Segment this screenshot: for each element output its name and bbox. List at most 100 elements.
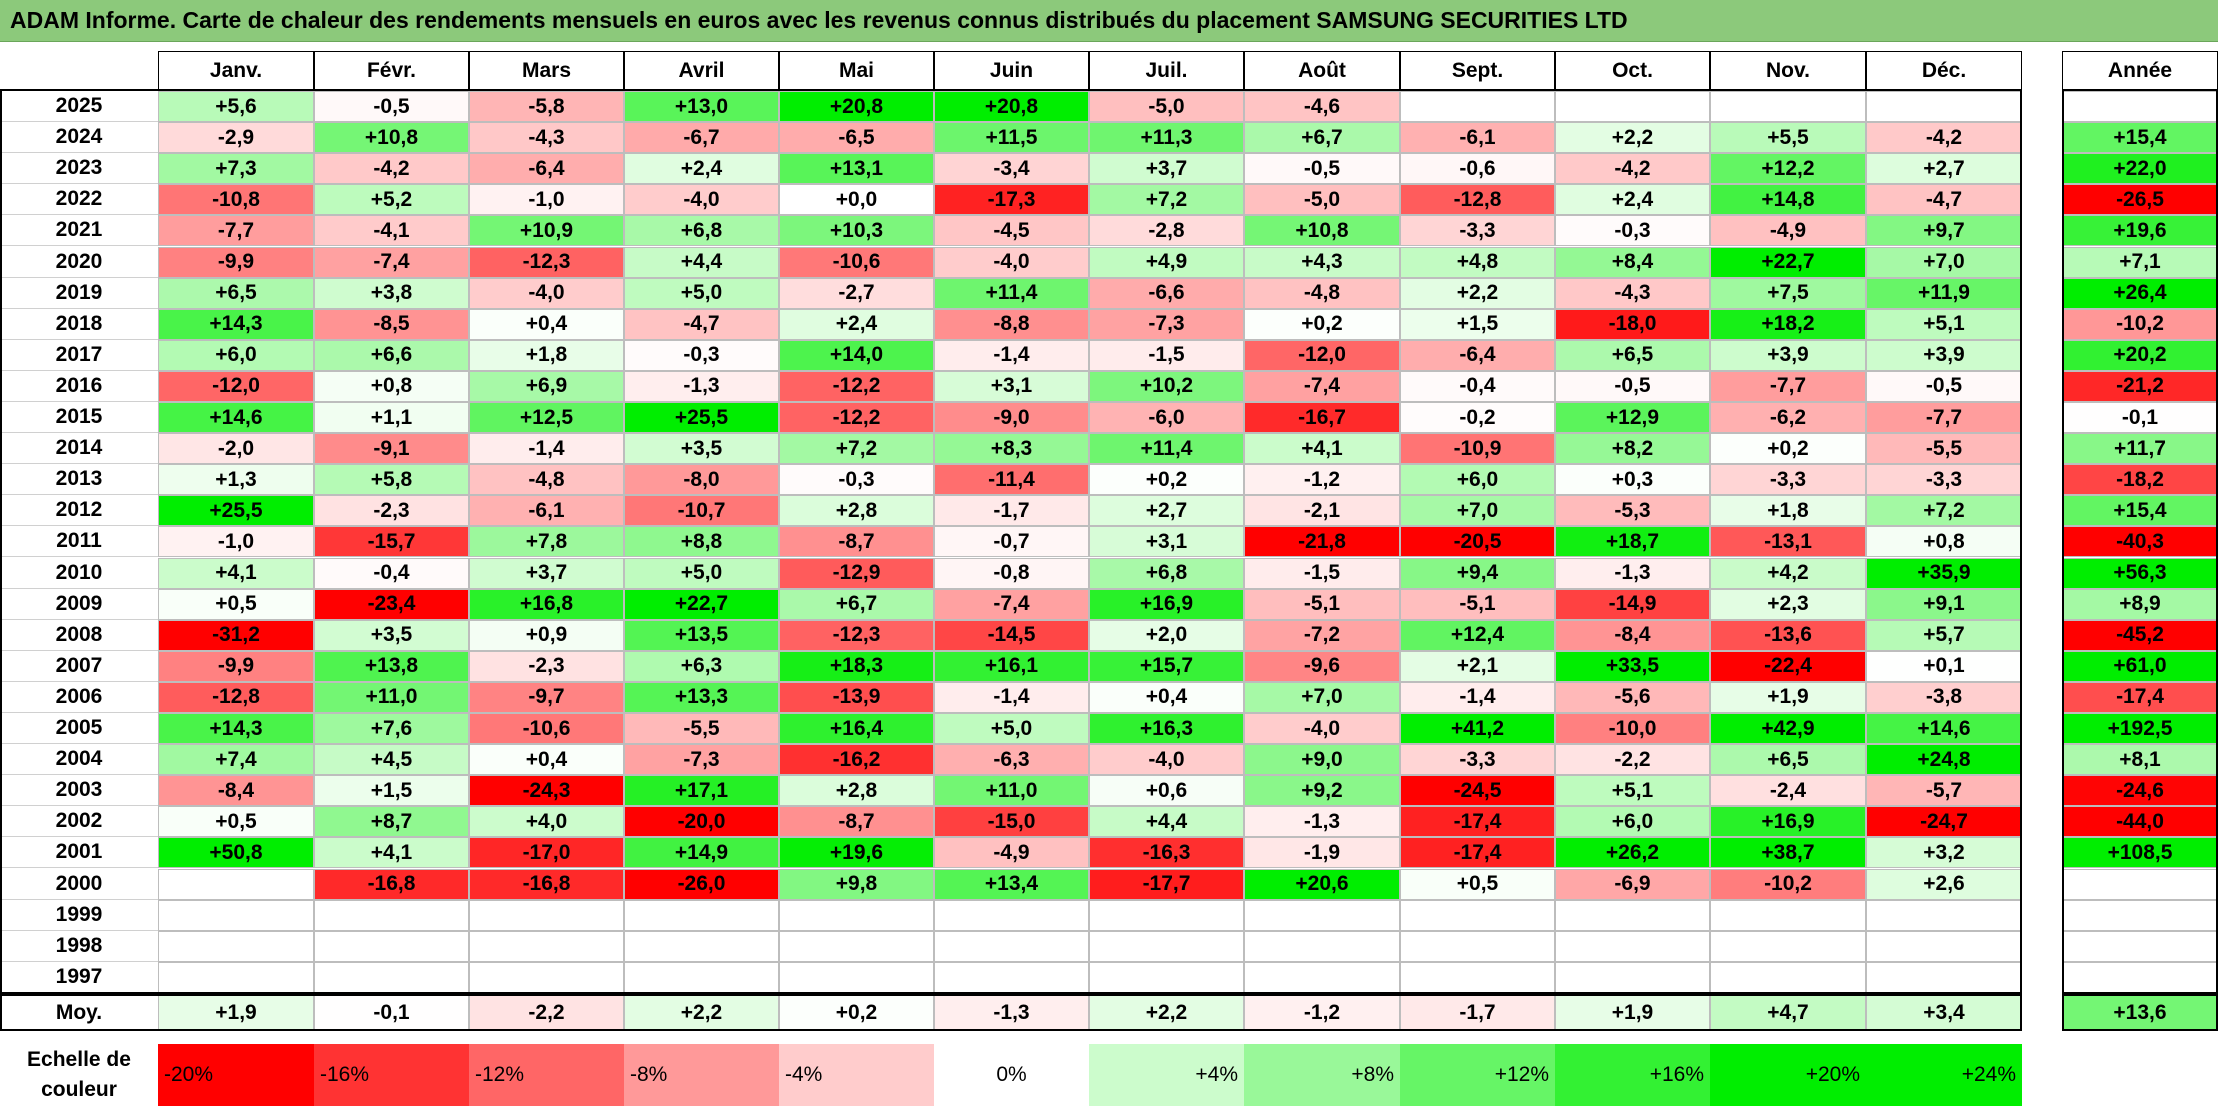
heatmap-cell <box>779 930 934 962</box>
heatmap-cell <box>934 961 1089 993</box>
heatmap-cell: +6,8 <box>624 215 779 247</box>
heatmap-cell: +2,1 <box>1400 650 1555 682</box>
heatmap-cell: +3,8 <box>314 277 469 309</box>
heatmap-cell: -17,3 <box>934 184 1089 216</box>
heatmap-cell: +24,8 <box>1866 744 2022 776</box>
heatmap-cell <box>469 961 624 993</box>
heatmap-cell: -0,5 <box>1555 370 1710 402</box>
heatmap-cell: +2,4 <box>779 308 934 340</box>
heatmap-cell: -8,4 <box>158 775 314 807</box>
heatmap-cell: +50,8 <box>158 837 314 869</box>
heatmap-cell: -6,4 <box>1400 339 1555 371</box>
heatmap-cell: +16,8 <box>469 588 624 620</box>
average-cell: -1,2 <box>1244 995 1400 1030</box>
average-cell: +2,2 <box>1089 995 1244 1030</box>
heatmap-cell: +4,2 <box>1710 557 1866 589</box>
average-annual-cell: +13,6 <box>2062 995 2218 1030</box>
heatmap-cell: -4,2 <box>1866 122 2022 154</box>
month-header: Oct. <box>1555 51 1710 90</box>
heatmap-cell: +16,9 <box>1089 588 1244 620</box>
heatmap-cell: +4,1 <box>158 557 314 589</box>
heatmap-cell: +3,7 <box>1089 153 1244 185</box>
heatmap-cell: +6,9 <box>469 370 624 402</box>
heatmap-cell: -3,3 <box>1710 464 1866 496</box>
heatmap-cell <box>158 899 314 931</box>
heatmap-cell: +2,3 <box>1710 588 1866 620</box>
heatmap-cell: -17,4 <box>1400 806 1555 838</box>
heatmap-cell: -3,8 <box>1866 681 2022 713</box>
heatmap-cell: -12,2 <box>779 370 934 402</box>
year-label: 2016 <box>0 370 158 402</box>
heatmap-cell: -1,5 <box>1089 339 1244 371</box>
heatmap-cell: -12,9 <box>779 557 934 589</box>
year-label: 2007 <box>0 650 158 682</box>
heatmap-cell: +4,5 <box>314 744 469 776</box>
heatmap-cell: -6,9 <box>1555 868 1710 900</box>
heatmap-cell: +7,5 <box>1710 277 1866 309</box>
heatmap-cell: -4,5 <box>934 215 1089 247</box>
color-scale-stop: +12% <box>1400 1044 1555 1106</box>
heatmap-cell: -8,7 <box>779 806 934 838</box>
year-label: 2006 <box>0 681 158 713</box>
heatmap-cell: +14,9 <box>624 837 779 869</box>
heatmap-cell: -7,2 <box>1244 619 1400 651</box>
annual-cell: -45,2 <box>2062 619 2218 651</box>
heatmap-cell: +11,4 <box>934 277 1089 309</box>
heatmap-cell: +4,8 <box>1400 246 1555 278</box>
heatmap-cell: -20,0 <box>624 806 779 838</box>
heatmap-cell: +8,4 <box>1555 246 1710 278</box>
heatmap-cell: -4,2 <box>314 153 469 185</box>
color-scale-label-line-2: couleur <box>41 1078 117 1101</box>
heatmap-cell: -6,6 <box>1089 277 1244 309</box>
year-label: 2018 <box>0 308 158 340</box>
heatmap-cell: +6,0 <box>158 339 314 371</box>
year-label: 2023 <box>0 153 158 185</box>
heatmap-cell <box>1244 899 1400 931</box>
annual-cell: +15,4 <box>2062 122 2218 154</box>
heatmap-cell: +7,6 <box>314 713 469 745</box>
annual-cell <box>2062 930 2218 962</box>
heatmap-cell: +6,8 <box>1089 557 1244 589</box>
color-scale-stop: -4% <box>779 1044 934 1106</box>
heatmap-cell: +17,1 <box>624 775 779 807</box>
heatmap-cell <box>469 930 624 962</box>
heatmap-cell: -12,3 <box>779 619 934 651</box>
heatmap-cell: +6,0 <box>1400 464 1555 496</box>
average-label: Moy. <box>0 995 158 1030</box>
heatmap-cell: -7,7 <box>1866 402 2022 434</box>
heatmap-cell: -1,4 <box>934 681 1089 713</box>
heatmap-cell: +12,4 <box>1400 619 1555 651</box>
heatmap-cell: -2,7 <box>779 277 934 309</box>
heatmap-cell: -6,1 <box>469 495 624 527</box>
average-cell: -1,3 <box>934 995 1089 1030</box>
color-scale-stop: +16% <box>1555 1044 1710 1106</box>
heatmap-cell: -10,0 <box>1555 713 1710 745</box>
heatmap-cell: -20,5 <box>1400 526 1555 558</box>
heatmap-cell: -1,3 <box>1555 557 1710 589</box>
heatmap-cell: -0,3 <box>1555 215 1710 247</box>
heatmap-cell: +4,3 <box>1244 246 1400 278</box>
heatmap-cell: +14,6 <box>1866 713 2022 745</box>
year-label: 2004 <box>0 744 158 776</box>
year-label: 2025 <box>0 91 158 123</box>
annual-cell: -21,2 <box>2062 370 2218 402</box>
heatmap-cell: +1,1 <box>314 402 469 434</box>
heatmap-cell: +10,8 <box>314 122 469 154</box>
average-cell: +0,2 <box>779 995 934 1030</box>
heatmap-cell <box>1400 899 1555 931</box>
heatmap-cell: +11,3 <box>1089 122 1244 154</box>
heatmap-cell: -12,8 <box>1400 184 1555 216</box>
heatmap-cell: +9,1 <box>1866 588 2022 620</box>
heatmap-cell: -9,0 <box>934 402 1089 434</box>
year-label: 2012 <box>0 495 158 527</box>
heatmap-cell: +1,5 <box>314 775 469 807</box>
heatmap-cell: +0,4 <box>469 308 624 340</box>
heatmap-cell <box>158 930 314 962</box>
month-header: Nov. <box>1710 51 1866 90</box>
heatmap-cell: +7,0 <box>1866 246 2022 278</box>
heatmap-cell: +5,6 <box>158 91 314 123</box>
heatmap-cell: -16,8 <box>469 868 624 900</box>
heatmap-cell: +0,0 <box>779 184 934 216</box>
heatmap-cell: -2,3 <box>469 650 624 682</box>
heatmap-cell: -5,0 <box>1244 184 1400 216</box>
